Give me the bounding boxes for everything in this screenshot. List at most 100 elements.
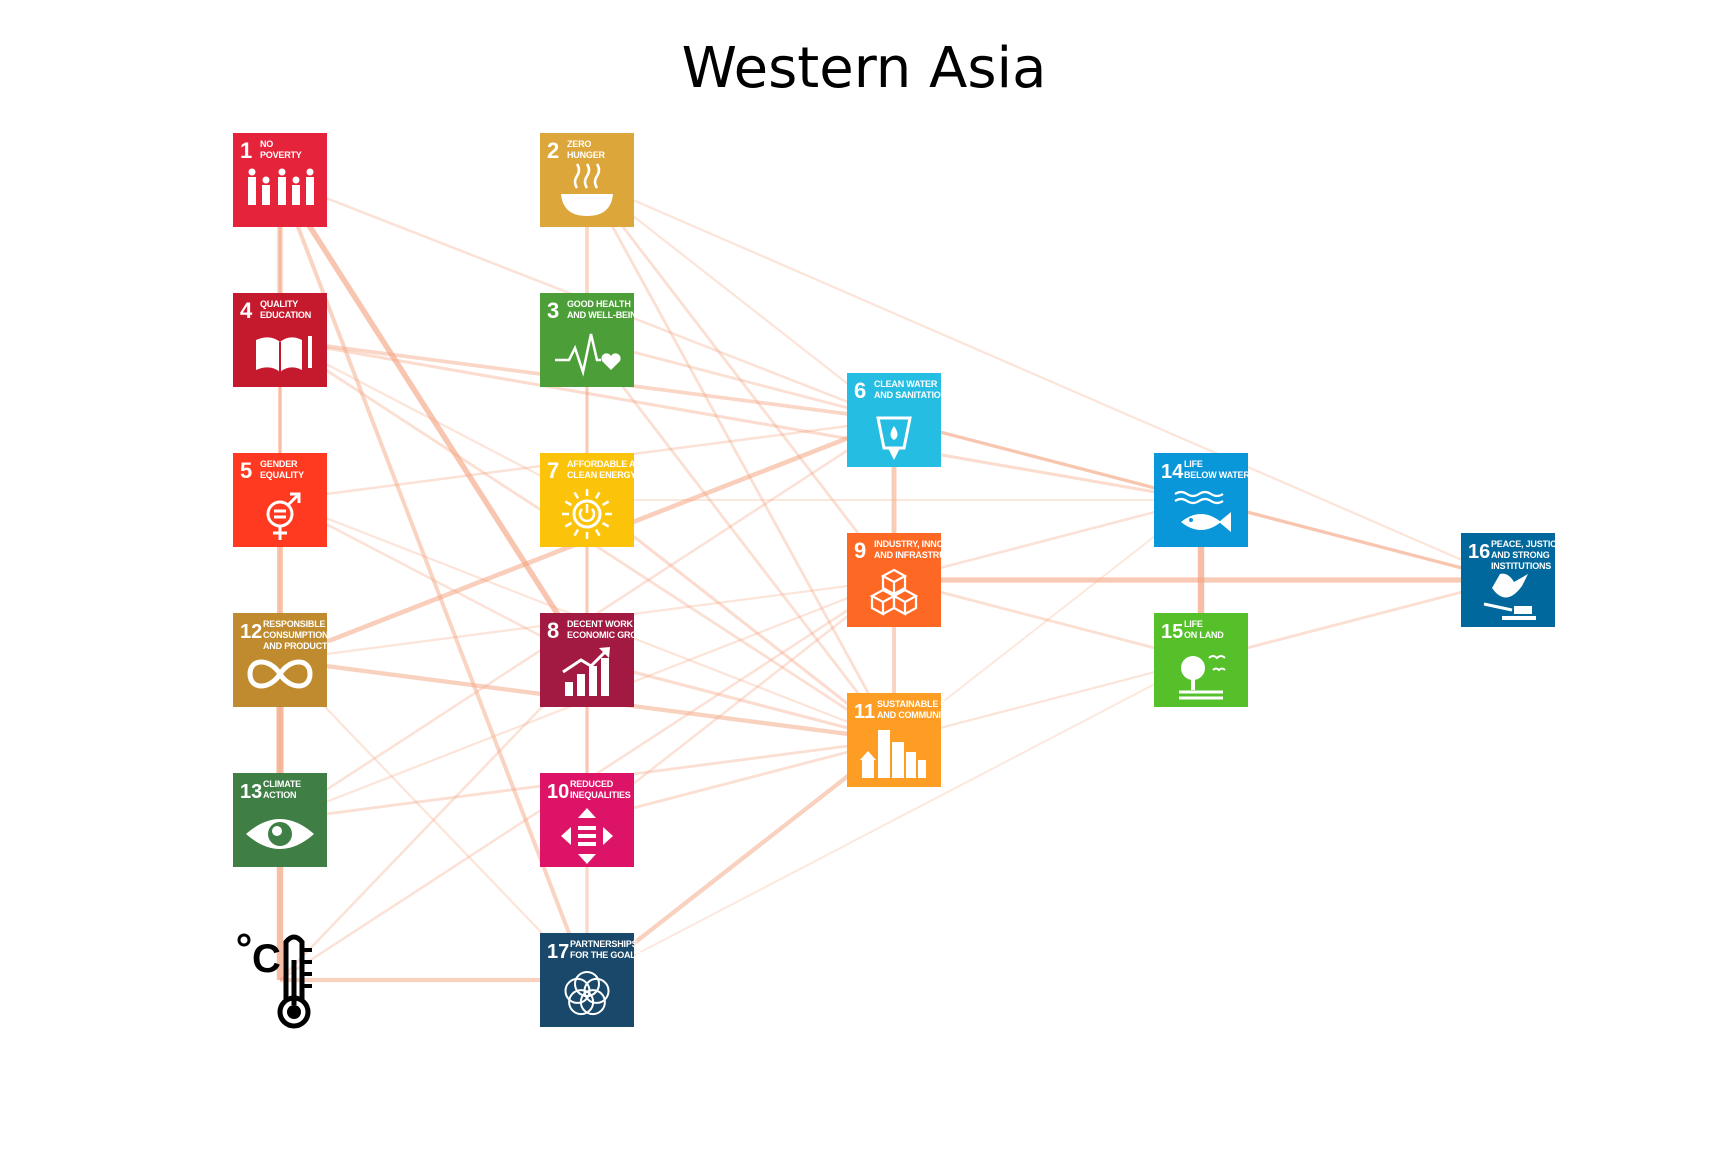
edge-6-14	[893, 418, 1202, 502]
goal-number: 8	[547, 618, 559, 643]
goal-label-line: AND INFRASTRUCTURE	[874, 550, 976, 560]
goal-label-line: EQUALITY	[260, 470, 304, 480]
goal-label-line: ACTION	[263, 790, 296, 800]
infinity-icon	[247, 659, 313, 689]
goal-number: 2	[547, 138, 559, 163]
goal-label-line: INSTITUTIONS	[1491, 561, 1551, 571]
goal-number: 5	[240, 458, 252, 483]
equal-arrows-icon	[561, 808, 613, 864]
edge-4-7	[279, 339, 588, 501]
goal-number: 17	[547, 941, 569, 963]
gender-icon	[266, 492, 301, 540]
tile-background	[847, 533, 941, 627]
goal-label-line: AND SANITATION	[874, 390, 947, 400]
edge-3-6	[586, 338, 895, 422]
edge-9-15	[893, 578, 1202, 662]
goal-number: 1	[240, 138, 252, 163]
edge-11-14	[893, 499, 1202, 741]
node-sdg-temp: C	[237, 933, 312, 1029]
edge-2-11	[585, 179, 896, 741]
edge-10-9	[586, 579, 895, 821]
goal-label-line: INEQUALITIES	[570, 790, 631, 800]
goal-number: 6	[854, 378, 866, 403]
thermometer-icon: C	[237, 933, 312, 1029]
tree-icon	[1179, 655, 1226, 700]
edge-15-16	[1200, 578, 1509, 662]
goal-label-line: AND WELL-BEING	[567, 310, 643, 320]
goal-number: 16	[1468, 541, 1490, 563]
goal-label-line: AND PRODUCTION	[263, 641, 343, 651]
dove-gavel-icon	[1483, 573, 1536, 620]
edge-1-8	[277, 178, 590, 662]
goal-label-line: ECONOMIC GROWTH	[567, 630, 657, 640]
edge-5-8	[279, 498, 588, 662]
tile-background	[540, 773, 634, 867]
edge-1-17	[278, 179, 589, 981]
goal-label-line: LIFE	[1184, 459, 1203, 469]
edge-3-11	[585, 339, 896, 741]
tile-background	[540, 293, 634, 387]
edge-9-14	[893, 498, 1202, 582]
edge-8-11	[586, 658, 895, 742]
goal-number: 3	[547, 298, 559, 323]
goal-label-line: SUSTAINABLE CITIES	[877, 699, 968, 709]
heartbeat-icon	[555, 333, 621, 377]
growth-chart-icon	[562, 647, 610, 696]
edge-4-14	[279, 338, 1202, 502]
goal-label-line: GENDER	[260, 459, 298, 469]
goal-label-line: AFFORDABLE AND	[567, 459, 649, 469]
goal-number: 9	[854, 538, 866, 563]
goal-label-line: HUNGER	[567, 150, 606, 160]
goal-label-line: INDUSTRY, INNOVATION	[874, 539, 975, 549]
sun-power-icon	[562, 489, 612, 539]
goal-number: 11	[854, 701, 875, 723]
goal-label-line: PEACE, JUSTICE	[1491, 539, 1562, 549]
goal-label-line: PARTNERSHIPS	[570, 939, 638, 949]
edge-2-16	[586, 178, 1509, 582]
edge-10-11	[586, 738, 895, 822]
goal-label-line: FOR THE GOALS	[570, 950, 642, 960]
edge-2-6	[586, 179, 895, 421]
goal-number: 13	[240, 781, 262, 803]
edge-17-11	[585, 738, 896, 982]
goal-number: 12	[240, 621, 262, 643]
goal-label-line: CLIMATE	[263, 779, 301, 789]
goal-number: 14	[1161, 461, 1184, 483]
tile-background	[233, 613, 327, 707]
goal-label-line: RESPONSIBLE	[263, 619, 326, 629]
goal-number: 10	[547, 781, 569, 803]
goal-number: 4	[240, 298, 253, 323]
book-icon	[256, 336, 312, 372]
goal-label-line: ZERO	[567, 139, 591, 149]
edge-temp-8	[279, 659, 588, 981]
edge-12-17	[279, 659, 588, 981]
water-glass-icon	[876, 416, 912, 460]
goal-label-line: LIFE	[1184, 619, 1203, 629]
edge-14-16	[1200, 498, 1509, 582]
chart-title: Western Asia	[681, 36, 1047, 101]
goal-label-line: DECENT WORK AND	[567, 619, 654, 629]
goal-label-line: REDUCED	[570, 779, 614, 789]
cubes-icon	[869, 568, 919, 616]
goal-number: 15	[1161, 621, 1183, 643]
goal-label-line: AND STRONG	[1491, 550, 1550, 560]
city-icon	[860, 730, 926, 778]
bowl-icon	[561, 163, 613, 216]
tile-background	[540, 613, 634, 707]
